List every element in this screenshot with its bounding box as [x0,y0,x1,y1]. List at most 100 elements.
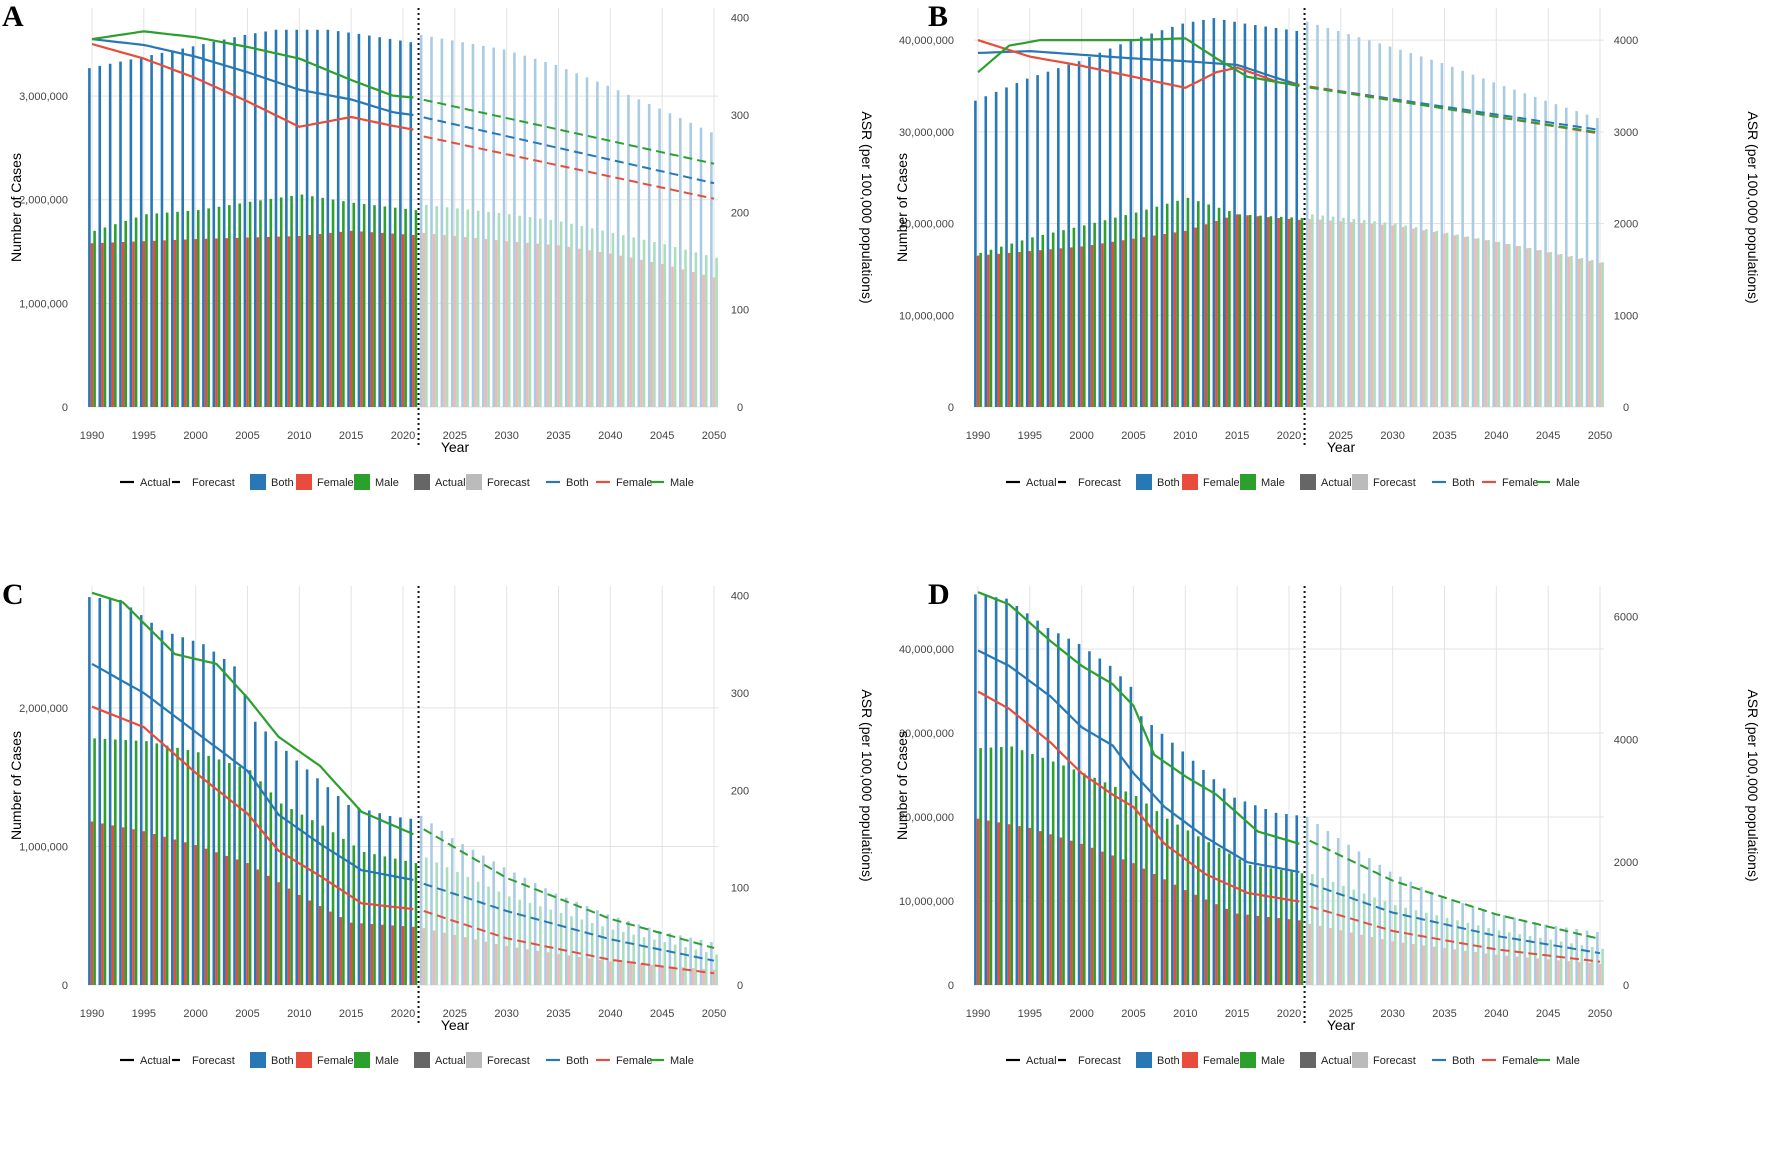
bar-female [225,238,229,407]
bar-female [1215,220,1218,407]
bar-male [1031,754,1034,985]
bar-male [300,194,304,407]
bar-male [456,208,459,407]
bar-both [1368,40,1371,407]
x-tick-label: 2020 [1277,430,1301,442]
bar-male [362,204,366,407]
bar-both [1181,23,1185,407]
bar-male [1062,765,1065,985]
bar-both [1057,633,1060,985]
legend-label-forecast: Forecast [1078,477,1121,489]
bar-male [134,740,138,985]
bar-both [585,906,589,985]
bar-female [443,234,446,407]
bar-both [191,46,195,407]
bar-both [1513,89,1516,407]
bar-male [1425,229,1428,407]
bar-female [380,924,384,985]
bar-male [176,747,179,985]
bar-female [111,825,115,985]
bar-both [1596,932,1599,985]
bar-male [684,947,687,985]
asr-line-male-forecast [423,98,715,165]
bar-female [505,946,508,985]
legend-key-bar-female [296,1052,312,1068]
bar-both [596,81,599,407]
bar-female [495,943,498,985]
bar-both [1409,53,1413,408]
y2-tick-label: 4000 [1614,734,1638,746]
bar-female [463,237,467,407]
bar-both [1160,733,1164,985]
bar-male [1051,232,1055,407]
bar-male [497,891,501,985]
bar-female [1101,851,1104,985]
bar-both [347,32,350,407]
x-tick-label: 2000 [183,1008,207,1020]
legend-key-bar-both [250,1052,266,1068]
bar-male [331,199,335,407]
bar-female [1318,925,1322,985]
bar-male [497,213,501,407]
legend-label-bar-female: Female [317,1055,354,1067]
bar-male [1352,218,1356,407]
legend-label-forecast: Forecast [1078,1055,1121,1067]
bar-female [1308,218,1312,407]
x-tick-label: 2035 [1432,1008,1456,1020]
bar-both [647,927,651,985]
bar-female [339,917,343,985]
bar-male [1404,907,1407,985]
bar-male [611,232,615,407]
bar-female [184,239,187,407]
bar-female [401,926,405,985]
bar-male [1114,786,1117,985]
bar-female [1152,235,1156,407]
x-tick-label: 2010 [1173,430,1197,442]
x-tick-label: 2040 [1484,430,1508,442]
bar-both [1388,871,1392,985]
bar-female [1588,963,1591,985]
bar-male [1570,943,1573,985]
bar-female [1329,928,1332,985]
bar-male [445,207,449,407]
x-tick-label: 1990 [80,430,104,442]
legend-label-line-male: Male [1556,477,1580,489]
bar-female [609,253,612,407]
bar-male [217,759,221,985]
bar-female [1246,215,1249,407]
bar-male [507,896,511,985]
bar-both [710,132,713,407]
bar-both [637,924,641,985]
bar-both [1160,30,1164,408]
legend-label-bar-both: Both [1157,1055,1180,1067]
bar-female [536,243,540,407]
bar-female [1163,234,1166,407]
bar-male [1259,215,1262,407]
bar-both [1098,658,1102,985]
bar-female [432,930,436,985]
legend-label-line-male: Male [1556,1055,1580,1067]
bar-male [580,226,584,407]
bar-female [287,888,291,985]
bar-both [1523,919,1527,985]
bar-both [233,37,236,407]
bar-female [681,269,685,407]
bar-male [590,922,594,985]
bar-female [1598,964,1602,985]
bar-female [546,244,550,407]
bar-female [567,955,571,985]
bar-both [1450,66,1454,407]
bar-both [1482,909,1485,985]
bar-male [311,820,314,985]
legend-key-bar-both [250,474,266,490]
bar-both [1129,686,1133,985]
x-tick-label: 2015 [1225,430,1249,442]
bar-male [979,748,982,985]
panel-a: A 1990 1995 2000 2005 2010 2015 2020 2025 2030 20… [0,0,886,578]
bar-female [152,240,156,407]
bar-male [1331,881,1335,985]
bar-both [440,38,444,408]
bar-male [435,206,438,407]
x-tick-label: 2050 [1588,1008,1612,1020]
x-tick-label: 2045 [650,1008,674,1020]
